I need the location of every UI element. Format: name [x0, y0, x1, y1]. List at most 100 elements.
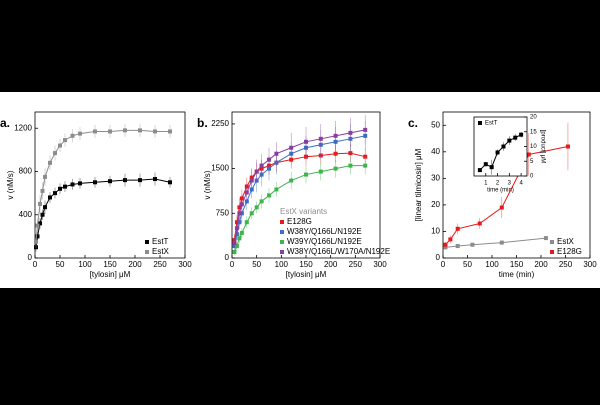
- x-tick-label: 2: [496, 181, 500, 187]
- y-tick-label: 50: [431, 120, 440, 129]
- data-point: [108, 129, 112, 134]
- data-point: [249, 178, 254, 183]
- data-point: [249, 211, 254, 216]
- x-tick-label: 250: [559, 260, 573, 269]
- data-point: [153, 129, 157, 134]
- x-tick-label: 50: [463, 260, 472, 269]
- data-point: [470, 242, 475, 247]
- data-point: [507, 138, 512, 143]
- data-point: [58, 186, 62, 191]
- x-tick-label: 300: [178, 260, 192, 269]
- legend-swatch: [145, 250, 149, 254]
- x-tick-label: 50: [252, 260, 261, 269]
- legend-label: EstT: [485, 121, 498, 127]
- y-tick-label: 1200: [14, 123, 32, 132]
- data-point: [234, 226, 239, 231]
- legend-swatch: [478, 121, 482, 125]
- legend-swatch: [145, 240, 149, 244]
- data-point: [93, 129, 97, 134]
- x-tick-label: 1: [484, 181, 488, 187]
- y-axis-label: [linear tilmicosin] μM: [414, 148, 423, 221]
- data-point: [35, 234, 40, 239]
- data-point: [38, 201, 42, 206]
- data-point: [501, 144, 506, 149]
- data-point: [43, 205, 47, 210]
- legend-swatch: [280, 250, 284, 254]
- data-point: [108, 179, 112, 184]
- y-tick-label: 2250: [211, 119, 229, 128]
- x-tick-label: 250: [153, 260, 167, 269]
- data-point: [38, 221, 42, 226]
- data-point: [234, 244, 239, 249]
- x-tick-label: 200: [128, 260, 142, 269]
- data-point: [168, 180, 172, 185]
- x-tick-label: 150: [299, 260, 313, 269]
- data-point: [244, 220, 249, 225]
- data-point: [348, 163, 353, 168]
- data-point: [78, 181, 82, 186]
- data-point: [489, 165, 494, 170]
- x-tick-label: 0: [230, 260, 235, 269]
- data-point: [348, 130, 353, 135]
- legend-swatch: [280, 230, 284, 234]
- y-axis-label: [product] μM: [539, 130, 545, 163]
- y-tick-label: 400: [19, 210, 33, 219]
- data-point: [455, 244, 460, 249]
- data-point: [168, 129, 172, 134]
- data-point: [565, 144, 570, 149]
- legend-label: EstX: [152, 247, 170, 256]
- y-tick-label: 20: [530, 115, 537, 121]
- y-tick-label: 40: [431, 147, 440, 156]
- y-tick-label: 5: [530, 159, 534, 165]
- x-tick-label: 100: [485, 260, 499, 269]
- data-point: [40, 212, 45, 217]
- legend-swatch: [280, 220, 284, 224]
- y-tick-label: 30: [431, 173, 440, 182]
- data-point: [304, 139, 308, 144]
- legend-label: W39Y/Q166L/N192E: [287, 237, 362, 246]
- legend-label: W38Y/Q166L/N192E: [287, 227, 362, 236]
- x-axis-label: time (min): [499, 270, 535, 279]
- data-point: [363, 163, 368, 168]
- y-tick-label: 800: [19, 167, 33, 176]
- data-point: [477, 168, 482, 173]
- panel-label: b.: [197, 116, 208, 130]
- plot-frame: [473, 116, 528, 177]
- data-point: [499, 240, 504, 245]
- x-tick-label: 200: [534, 260, 548, 269]
- data-point: [153, 177, 157, 182]
- legend-label: W38Y/Q166L/W170A/N192E: [287, 247, 390, 256]
- data-point: [267, 157, 271, 162]
- data-point: [70, 133, 75, 138]
- panel-label: c.: [408, 116, 418, 130]
- data-point: [78, 131, 82, 136]
- data-point: [237, 220, 242, 225]
- x-tick-label: 100: [275, 260, 289, 269]
- data-point: [93, 180, 97, 185]
- data-point: [526, 152, 531, 157]
- y-axis-label: v (nM/s): [6, 170, 15, 199]
- data-point: [70, 182, 75, 187]
- data-point: [40, 188, 45, 193]
- data-point: [232, 241, 237, 246]
- x-tick-label: 200: [324, 260, 338, 269]
- data-point: [123, 128, 127, 133]
- legend-label: E128G: [557, 247, 582, 256]
- legend-swatch: [280, 240, 284, 244]
- data-point: [443, 242, 448, 247]
- data-point: [237, 236, 242, 241]
- x-tick-label: 4: [519, 181, 523, 187]
- data-point: [58, 143, 62, 148]
- data-point: [513, 135, 518, 140]
- y-tick-label: 1500: [211, 164, 229, 173]
- data-point: [254, 205, 259, 210]
- data-point: [318, 169, 323, 174]
- data-point: [477, 221, 482, 226]
- data-point: [259, 199, 264, 204]
- legend-title: EstX variants: [280, 207, 327, 216]
- data-point: [244, 190, 249, 195]
- data-point: [237, 211, 242, 216]
- data-point: [333, 166, 338, 171]
- data-point: [304, 172, 308, 177]
